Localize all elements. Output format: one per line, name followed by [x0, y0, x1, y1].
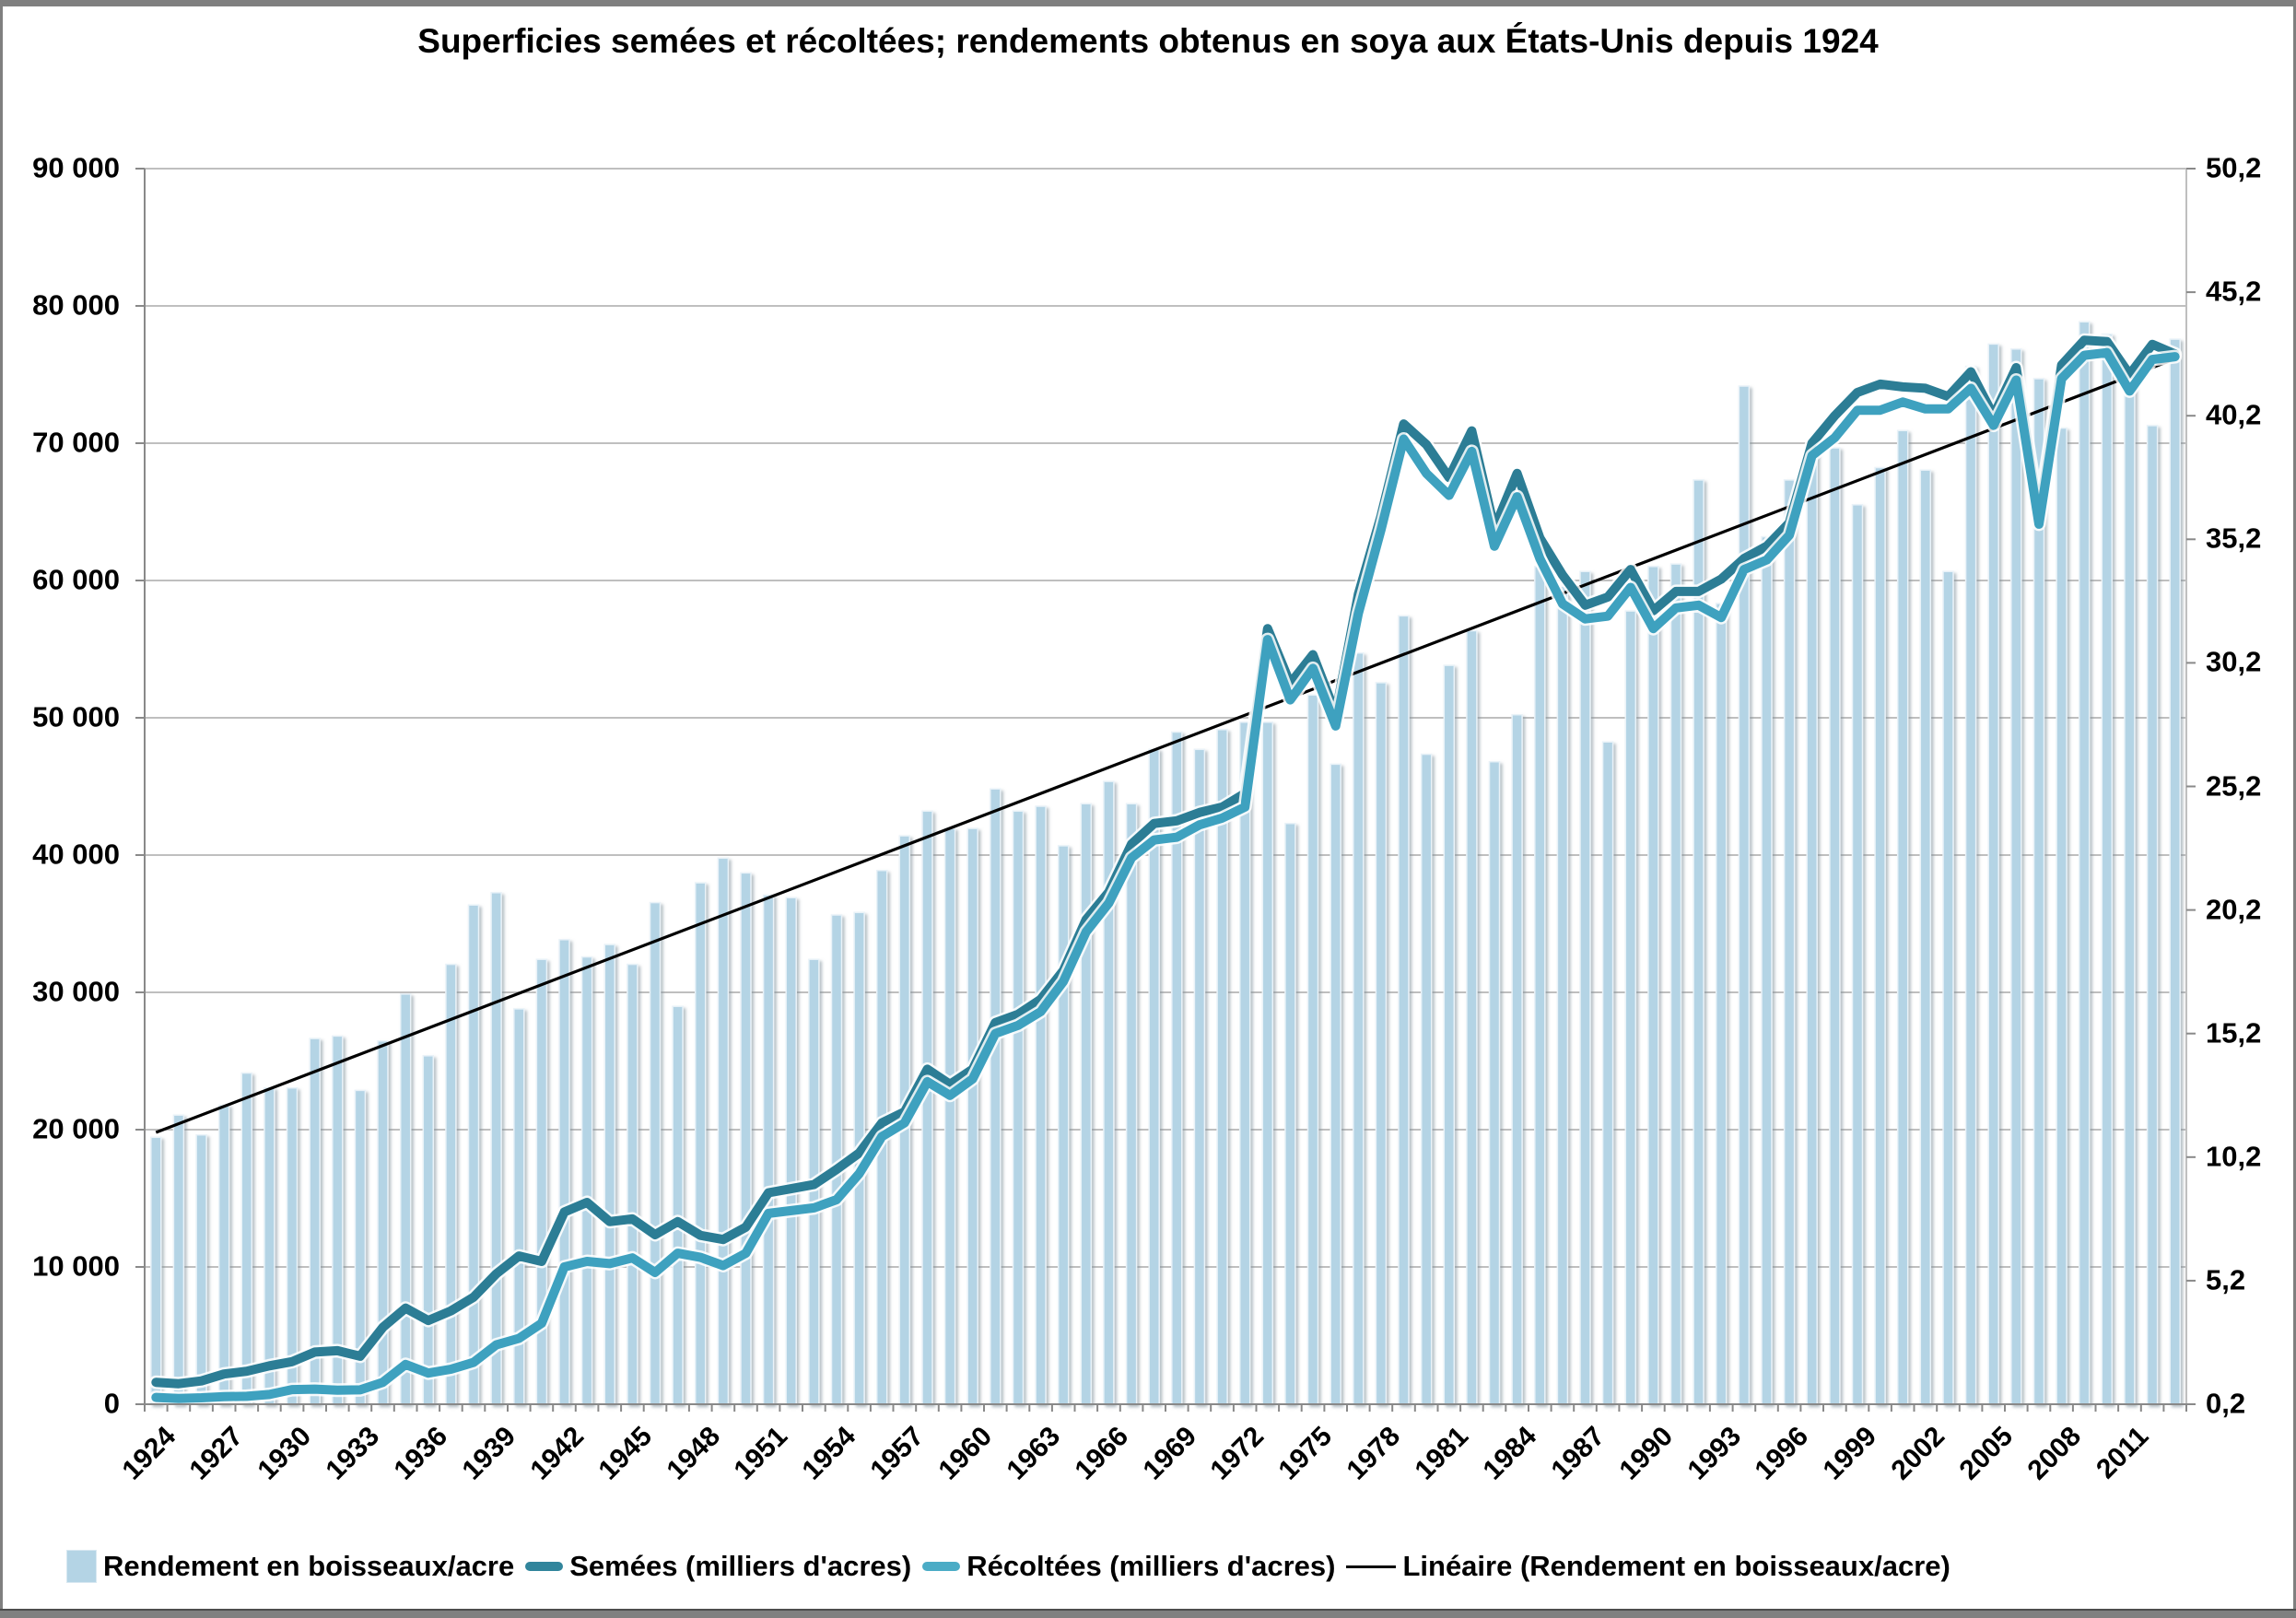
- semees-line-marker-icon: [525, 1562, 564, 1571]
- right-axis-tick-label: 40,2: [2206, 398, 2262, 431]
- left-axis-tick-label: 0: [103, 1387, 120, 1420]
- legend-label-rendement: Rendement en boisseaux/acre: [103, 1550, 515, 1582]
- left-axis-tick-label: 90 000: [32, 151, 120, 184]
- window-border-left: [0, 0, 3, 1616]
- left-axis-tick-label: 80 000: [32, 288, 120, 322]
- legend-label-semees: Semées (milliers d'acres): [569, 1550, 912, 1582]
- window-border-right: [2293, 0, 2296, 1616]
- trend-line: [155, 358, 2176, 1134]
- yield-bars: [150, 321, 2181, 1405]
- right-axis-tick-label: 15,2: [2206, 1015, 2262, 1049]
- right-axis-tick-label: 10,2: [2206, 1140, 2262, 1173]
- legend-item-semees: Semées (milliers d'acres): [525, 1550, 911, 1583]
- right-axis-tick-label: 35,2: [2206, 522, 2262, 555]
- right-axis-tick-label: 0,2: [2206, 1387, 2246, 1420]
- legend-item-rendement: Rendement en boisseaux/acre: [66, 1550, 514, 1583]
- trend-line-marker-icon: [1346, 1565, 1397, 1568]
- right-axis-tick-label: 25,2: [2206, 768, 2262, 802]
- yield-bar-swatch-icon: [66, 1550, 97, 1583]
- right-axis-tick-label: 20,2: [2206, 892, 2262, 925]
- legend-label-recoltees: Récoltées (milliers d'acres): [966, 1550, 1336, 1582]
- legend-item-recoltees: Récoltées (milliers d'acres): [922, 1550, 1335, 1583]
- left-axis-tick-label: 30 000: [32, 975, 120, 1008]
- window-border-bottom: [0, 1609, 2296, 1618]
- right-axis-tick-label: 50,2: [2206, 151, 2262, 184]
- recoltees-line: [148, 346, 2183, 1406]
- right-axis-tick-label: 5,2: [2206, 1263, 2246, 1296]
- gridlines: [145, 168, 2186, 1268]
- left-axis-tick-label: 40 000: [32, 838, 120, 871]
- legend-item-lineaire: Linéaire (Rendement en boisseaux/acre): [1346, 1550, 1950, 1583]
- axis-ticks: [135, 168, 2196, 1412]
- chart-title: Superficies semées et récoltées; rendeme…: [417, 22, 1879, 60]
- left-axis-tick-label: 70 000: [32, 426, 120, 459]
- semees-line: [148, 333, 2183, 1391]
- left-axis-tick-label: 60 000: [32, 563, 120, 596]
- left-axis-tick-label: 50 000: [32, 700, 120, 733]
- left-axis-tick-label: 10 000: [32, 1249, 120, 1283]
- legend-label-lineaire: Linéaire (Rendement en boisseaux/acre): [1402, 1550, 1950, 1582]
- left-axis-tick-label: 20 000: [32, 1112, 120, 1145]
- right-axis-tick-label: 30,2: [2206, 645, 2262, 678]
- window-border-top: [0, 0, 2296, 6]
- chart-legend: Rendement en boisseaux/acre Semées (mill…: [66, 1546, 1962, 1587]
- right-axis-tick-label: 45,2: [2206, 275, 2262, 308]
- recoltees-line-marker-icon: [922, 1562, 961, 1571]
